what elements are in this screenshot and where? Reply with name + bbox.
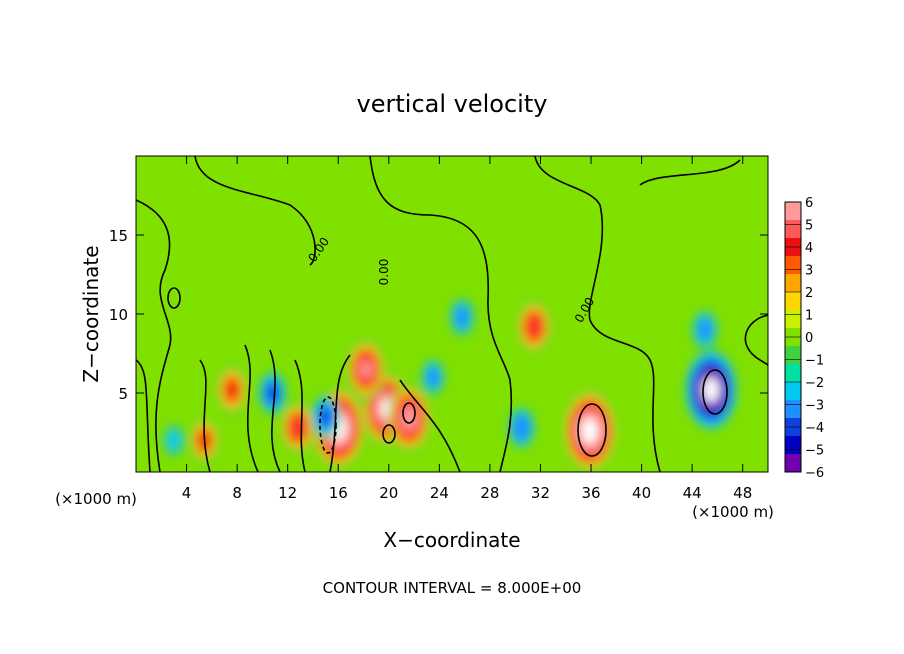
contour-loop [382,424,396,444]
downdraft-band [455,306,469,328]
contour-loop [702,369,728,415]
colorbar-swatch [785,220,801,238]
x-unit-right: (×1000 m) [692,503,774,521]
downdraft-band [319,407,332,427]
x-axis: 4 8 12 16 20 24 28 32 36 40 44 48 [182,156,752,502]
x-unit-left: (×1000 m) [55,490,137,508]
x-axis-label: X−coordinate [383,528,520,552]
updraft-band [360,360,372,379]
contour-line [369,156,513,472]
contour-loop [577,403,607,457]
y-tick-label: 15 [109,227,128,245]
contour-line [136,199,172,472]
colorbar-swatch [785,256,801,274]
colorbar-label: 4 [805,241,813,256]
contour-line [136,359,151,472]
velocity-field [163,297,738,472]
colorbar-swatch [785,400,801,418]
x-tick-label: 20 [379,484,398,502]
contour-loop [402,402,416,424]
colorbar-swatch [785,202,801,220]
colorbar-label: 0 [805,331,813,346]
x-tick-label: 16 [329,484,348,502]
contour-line [534,156,661,472]
y-axis: 5 10 15 [109,227,768,403]
colorbar-swatch [785,364,801,382]
colorbar-swatch [785,454,801,472]
colorbar-label: −1 [805,354,824,369]
contour-line [639,159,741,186]
contour-line [194,156,316,266]
colorbar-label: −3 [805,399,824,414]
downdraft-band [513,414,530,441]
contour-label: 0.00 [377,259,391,286]
field-blobs [163,297,738,472]
colorbar-swatch [785,436,801,454]
colorbar-label: −2 [805,376,824,391]
downdraft-band [705,381,717,399]
x-tick-label: 12 [278,484,297,502]
updraft-band [403,409,415,428]
colorbar-label: 6 [805,196,813,211]
x-tick-label: 24 [430,484,449,502]
x-tick-label: 32 [531,484,550,502]
colorbar: 6 5 4 3 2 1 0 −1 −2 −3 −4 −5 −6 [784,196,824,481]
x-tick-label: 48 [733,484,752,502]
colorbar-label: 2 [805,286,813,301]
x-tick-label: 4 [182,484,192,502]
colorbar-swatch [785,382,801,400]
colorbar-swatch [785,310,801,328]
colorbar-label: −6 [805,466,824,481]
downdraft-band [266,383,279,403]
zero-contours [136,156,768,472]
contour-line [269,349,281,472]
contour-line [294,359,306,472]
colorbar-swatch [785,274,801,292]
chart-title: vertical velocity [357,90,548,118]
contour-interval-note: CONTOUR INTERVAL = 8.000E+00 [323,579,582,597]
x-tick-label: 8 [232,484,242,502]
plot-area: 0.00 0.00 0.00 [135,155,769,473]
updraft-band [584,422,596,440]
downdraft-band [166,429,182,452]
updraft-band [225,379,239,400]
colorbar-label: 3 [805,264,813,279]
contour-line [244,344,259,472]
colorbar-label: −5 [805,444,824,459]
y-tick-label: 5 [118,385,128,403]
x-tick-label: 40 [632,484,651,502]
y-axis-label: Z−coordinate [79,245,103,382]
contour-line [199,359,211,472]
contour-line [399,379,461,472]
colorbar-swatch [785,346,801,364]
contour-loop [319,396,337,454]
x-tick-label: 28 [480,484,499,502]
x-tick-label: 36 [581,484,600,502]
colorbar-label: 5 [805,219,813,234]
colorbar-swatch [785,292,801,310]
colorbar-label: 1 [805,309,813,324]
y-tick-label: 10 [109,306,128,324]
downdraft-band [426,367,440,387]
colorbar-label: −4 [805,421,824,436]
downdraft-band [697,319,712,341]
contour-line [329,354,351,472]
contour-loop [167,287,181,309]
updraft-band [528,317,541,336]
x-tick-label: 44 [683,484,702,502]
